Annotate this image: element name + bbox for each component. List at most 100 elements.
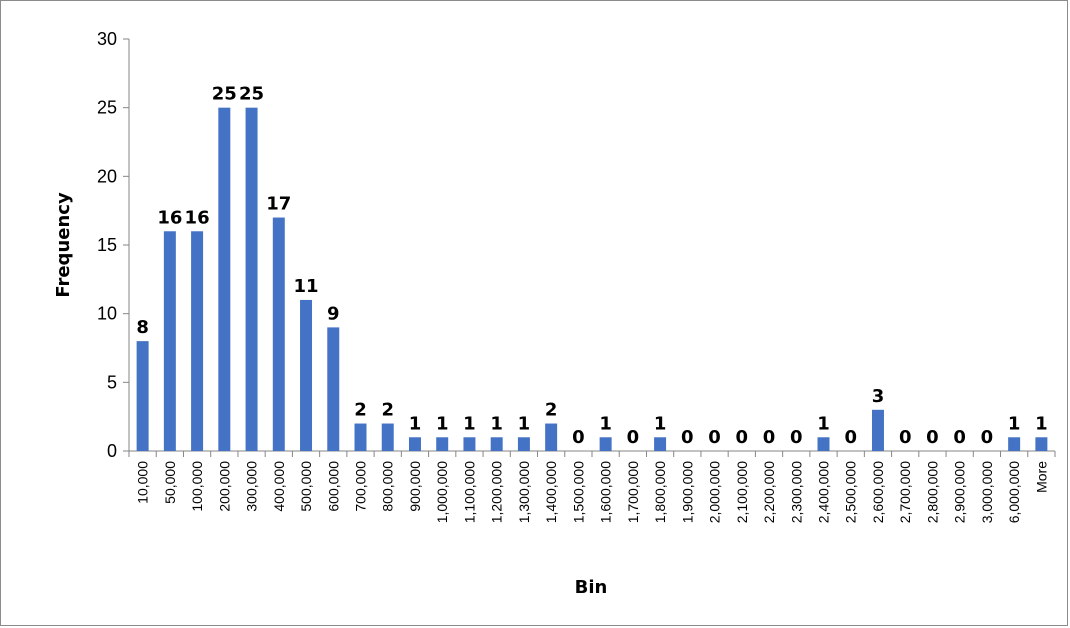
x-tick-label: 2,200,000 <box>761 461 777 523</box>
data-label: 0 <box>926 427 939 448</box>
x-tick-label: 2,600,000 <box>870 461 886 523</box>
bar <box>1035 437 1048 451</box>
data-label: 0 <box>844 427 857 448</box>
bar <box>381 423 394 451</box>
y-tick-label: 5 <box>107 372 117 392</box>
data-label: 2 <box>381 400 394 421</box>
data-label: 1 <box>599 413 612 434</box>
bar <box>517 437 530 451</box>
x-tick-label: 2,900,000 <box>952 461 968 523</box>
data-label: 1 <box>463 413 476 434</box>
data-label: 0 <box>899 427 912 448</box>
data-label: 16 <box>157 207 182 228</box>
y-tick-label: 15 <box>97 235 117 255</box>
data-label: 9 <box>327 303 340 324</box>
bar <box>1008 437 1021 451</box>
x-tick-label: 1,900,000 <box>679 461 695 523</box>
x-axis-title: Bin <box>575 577 608 598</box>
x-tick-label: 900,000 <box>407 461 423 512</box>
x-tick-label: 400,000 <box>271 461 287 512</box>
bar <box>490 437 503 451</box>
x-tick-label: 6,000,000 <box>1006 461 1022 523</box>
bar <box>817 437 830 451</box>
bar <box>191 231 204 451</box>
x-tick-label: 50,000 <box>162 461 178 504</box>
bar <box>545 423 558 451</box>
x-tick-label: 1,000,000 <box>434 461 450 523</box>
y-tick-label: 10 <box>97 304 117 324</box>
data-label: 0 <box>981 427 994 448</box>
x-tick-label: 2,500,000 <box>843 461 859 523</box>
bar <box>300 299 313 451</box>
data-label: 3 <box>872 386 885 407</box>
x-tick-label: 1,600,000 <box>598 461 614 523</box>
data-label: 0 <box>790 427 803 448</box>
x-tick-label: 2,100,000 <box>734 461 750 523</box>
x-tick-label: 1,200,000 <box>489 461 505 523</box>
x-tick-label: 2,700,000 <box>897 461 913 523</box>
y-axis-ticks: 0 5 10 15 20 25 30 <box>97 29 129 461</box>
x-tick-label: 200,000 <box>216 461 232 512</box>
data-label: 25 <box>239 84 264 105</box>
x-axis-tick-labels: 10,000 50,000 100,000 200,000 300,000 400,000… <box>128 451 1056 523</box>
x-tick-label: 2,400,000 <box>816 461 832 523</box>
x-tick-label: 1,800,000 <box>652 461 668 523</box>
bar <box>163 231 176 451</box>
data-label: 1 <box>490 413 503 434</box>
data-label: 2 <box>354 400 367 421</box>
bar <box>218 107 231 452</box>
bar <box>354 423 367 451</box>
data-label: 0 <box>736 427 749 448</box>
x-tick-label: 1,700,000 <box>625 461 641 523</box>
data-label: 16 <box>185 207 210 228</box>
data-label: 17 <box>266 194 291 215</box>
data-label: 1 <box>436 413 449 434</box>
data-label: 1 <box>817 413 830 434</box>
x-tick-label: 100,000 <box>189 461 205 512</box>
data-label: 0 <box>627 427 640 448</box>
y-tick-label: 0 <box>107 441 117 461</box>
bar <box>436 437 449 451</box>
data-label: 8 <box>136 317 149 338</box>
x-tick-label: 1,400,000 <box>543 461 559 523</box>
x-tick-label: 600,000 <box>325 461 341 512</box>
data-label: 0 <box>708 427 721 448</box>
bar <box>654 437 667 451</box>
x-tick-label: 700,000 <box>353 461 369 512</box>
x-tick-label: More <box>1033 461 1049 493</box>
data-label: 1 <box>518 413 531 434</box>
bar <box>599 437 612 451</box>
data-label: 1 <box>409 413 422 434</box>
data-label: 0 <box>953 427 966 448</box>
x-tick-label: 3,000,000 <box>979 461 995 523</box>
bar <box>272 217 285 451</box>
x-tick-label: 2,300,000 <box>788 461 804 523</box>
data-label: 25 <box>212 84 237 105</box>
data-label: 11 <box>293 276 318 297</box>
bars <box>136 107 1048 452</box>
bar <box>463 437 476 451</box>
data-label: 1 <box>1035 413 1048 434</box>
x-tick-label: 2,800,000 <box>924 461 940 523</box>
bar <box>245 107 258 452</box>
bar <box>871 409 884 451</box>
bar <box>327 327 340 451</box>
y-tick-label: 20 <box>97 166 117 186</box>
bar <box>136 341 149 451</box>
x-tick-label: 1,300,000 <box>516 461 532 523</box>
x-tick-label: 500,000 <box>298 461 314 512</box>
x-tick-label: 300,000 <box>244 461 260 512</box>
x-tick-label: 800,000 <box>380 461 396 512</box>
x-tick-label: 2,000,000 <box>707 461 723 523</box>
data-label: 0 <box>572 427 585 448</box>
x-tick-label: 1,500,000 <box>570 461 586 523</box>
data-label: 1 <box>654 413 667 434</box>
x-tick-label: 1,100,000 <box>461 461 477 523</box>
data-label: 2 <box>545 400 558 421</box>
y-tick-label: 25 <box>97 98 117 118</box>
bar <box>408 437 421 451</box>
data-label: 0 <box>681 427 694 448</box>
